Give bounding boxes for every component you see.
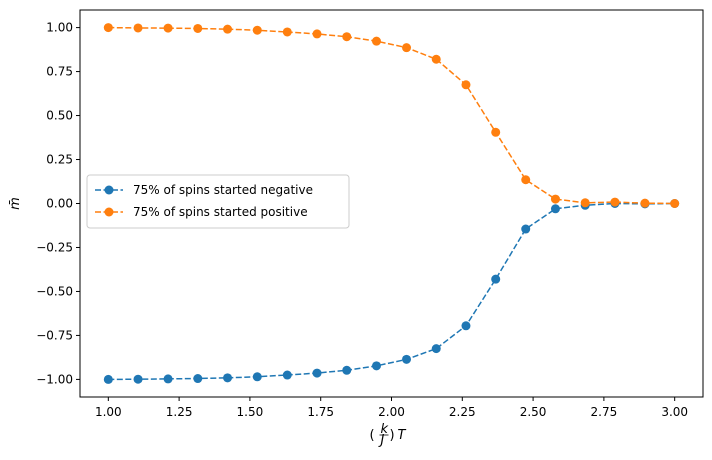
data-point — [252, 25, 262, 35]
data-point — [133, 374, 143, 384]
x-tick-label: 2.00 — [378, 405, 405, 419]
data-point — [580, 198, 590, 208]
data-point — [282, 370, 292, 380]
y-axis-ticks: −1.00 −0.75 −0.50 −0.25 0.00 0.25 0.50 0.75 1.00 — [36, 21, 80, 386]
data-point — [282, 27, 292, 37]
x-tick-label: 1.25 — [166, 405, 193, 419]
x-tick-label: 1.00 — [95, 405, 122, 419]
data-point — [103, 374, 113, 384]
legend-entry-label: 75% of spins started positive — [133, 205, 308, 219]
x-label-open-paren: ( — [370, 428, 375, 443]
x-tick-label: 3.00 — [661, 405, 688, 419]
x-tick-label: 2.25 — [449, 405, 476, 419]
data-point — [223, 24, 233, 34]
data-point — [491, 274, 501, 284]
data-point — [640, 198, 650, 208]
data-point — [312, 29, 322, 39]
data-point — [163, 374, 173, 384]
data-point — [371, 361, 381, 371]
series-2 — [103, 23, 680, 208]
data-point — [163, 23, 173, 33]
x-axis-label-group: ( kJ) T — [370, 422, 407, 448]
data-point — [342, 365, 352, 375]
y-tick-label: 0.25 — [46, 153, 73, 167]
data-point — [521, 175, 531, 185]
y-tick-label: 0.75 — [46, 65, 73, 79]
legend-marker — [104, 185, 114, 195]
data-point — [103, 23, 113, 33]
data-point — [371, 36, 381, 46]
legend: 75% of spins started negative 75% of spin… — [86, 174, 350, 229]
x-axis-ticks: 1.00 1.25 1.50 1.75 2.00 2.25 2.50 2.75 3.00 — [95, 397, 688, 419]
data-point — [402, 43, 412, 53]
data-point — [342, 32, 352, 42]
data-point — [461, 321, 471, 331]
data-point — [550, 204, 560, 214]
y-tick-label: −1.00 — [36, 372, 73, 386]
data-point — [193, 374, 203, 384]
data-point — [223, 373, 233, 383]
data-point — [670, 199, 680, 208]
y-axis-label-text: m̄ — [8, 197, 23, 210]
y-tick-label: −0.50 — [36, 284, 73, 298]
x-tick-label: 1.75 — [307, 405, 334, 419]
x-tick-label: 1.50 — [237, 405, 264, 419]
x-label-close-paren: ) — [390, 428, 395, 443]
legend-marker — [104, 207, 114, 217]
data-point — [133, 23, 143, 33]
x-label-variable: T — [398, 428, 407, 443]
y-tick-label: −0.75 — [36, 328, 73, 342]
y-tick-label: −0.25 — [36, 240, 73, 254]
series-line — [108, 26, 675, 205]
data-point — [402, 354, 412, 364]
data-point — [431, 54, 441, 64]
data-point — [491, 127, 501, 137]
series-line — [108, 202, 675, 381]
data-point — [521, 224, 531, 234]
x-label-frac-numerator: k — [381, 422, 389, 437]
series-layer — [103, 23, 680, 384]
y-tick-label: 0.50 — [46, 109, 73, 123]
y-axis-label: m̄ — [8, 197, 23, 210]
data-point — [610, 197, 620, 207]
data-point — [550, 194, 560, 204]
x-tick-label: 2.75 — [591, 405, 618, 419]
legend-box — [86, 174, 350, 229]
x-tick-label: 2.50 — [520, 405, 547, 419]
y-tick-label: 0.00 — [46, 197, 73, 211]
legend-entry-label: 75% of spins started negative — [133, 183, 313, 197]
data-point — [252, 372, 262, 382]
data-point — [312, 368, 322, 378]
data-point — [461, 80, 471, 90]
x-axis-label: ( kJ) T — [370, 422, 407, 448]
data-point — [193, 23, 203, 33]
y-tick-label: 1.00 — [46, 21, 73, 35]
x-label-frac-denominator: J — [378, 433, 385, 448]
data-point — [431, 344, 441, 354]
